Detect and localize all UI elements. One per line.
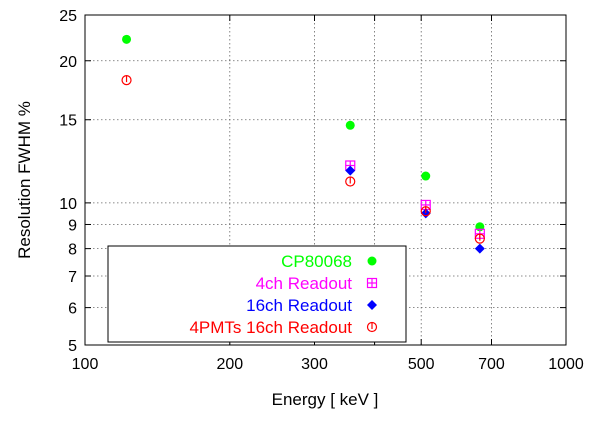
data-point (474, 243, 485, 254)
y-tick-label: 8 (68, 242, 77, 259)
plot-frame (84, 14, 567, 346)
legend-label: 4PMTs 16ch Readout (189, 318, 352, 337)
x-tick-label: 500 (408, 356, 435, 373)
y-tick-label: 7 (68, 269, 77, 286)
x-tick-label: 1000 (548, 356, 584, 373)
data-point (421, 171, 431, 181)
data-point (420, 206, 431, 217)
data-point (121, 74, 132, 86)
x-tick-label: 300 (301, 356, 328, 373)
data-point (420, 208, 431, 219)
y-tick-label: 15 (59, 113, 77, 130)
y-tick-label: 25 (59, 8, 77, 25)
data-point (345, 176, 356, 187)
legend-marker (367, 256, 377, 266)
tick-layer: 100 200 300 500 700 1000 5 6 7 8 9 10 15 20 25 (59, 8, 584, 373)
legend-marker (367, 300, 377, 310)
data-point (345, 120, 355, 130)
y-tick-label: 10 (59, 196, 77, 213)
legend-label: 4ch Readout (256, 274, 353, 293)
y-axis-label: Resolution FWHM % (15, 101, 34, 259)
legend-box (107, 245, 407, 343)
y-tick-label: 20 (59, 54, 77, 71)
data-point (345, 165, 356, 176)
y-tick-label: 9 (68, 217, 77, 234)
legend-label: 16ch Readout (246, 296, 352, 315)
points-layer (121, 34, 485, 254)
x-tick-label: 700 (478, 356, 505, 373)
legend-marker (366, 321, 378, 333)
y-tick-label: 6 (68, 301, 77, 318)
legend-label: CP80068 (281, 252, 352, 271)
legend: CP80068 4ch Readout 16ch Readout 4PMTs 16ch… (107, 245, 407, 343)
legend-marker (366, 277, 378, 289)
x-tick-label: 200 (216, 356, 243, 373)
y-tick-label: 5 (68, 338, 77, 355)
data-point (122, 34, 132, 44)
x-tick-label: 100 (72, 356, 99, 373)
x-axis-label: Energy [ keV ] (272, 390, 379, 409)
data-point (474, 233, 485, 244)
